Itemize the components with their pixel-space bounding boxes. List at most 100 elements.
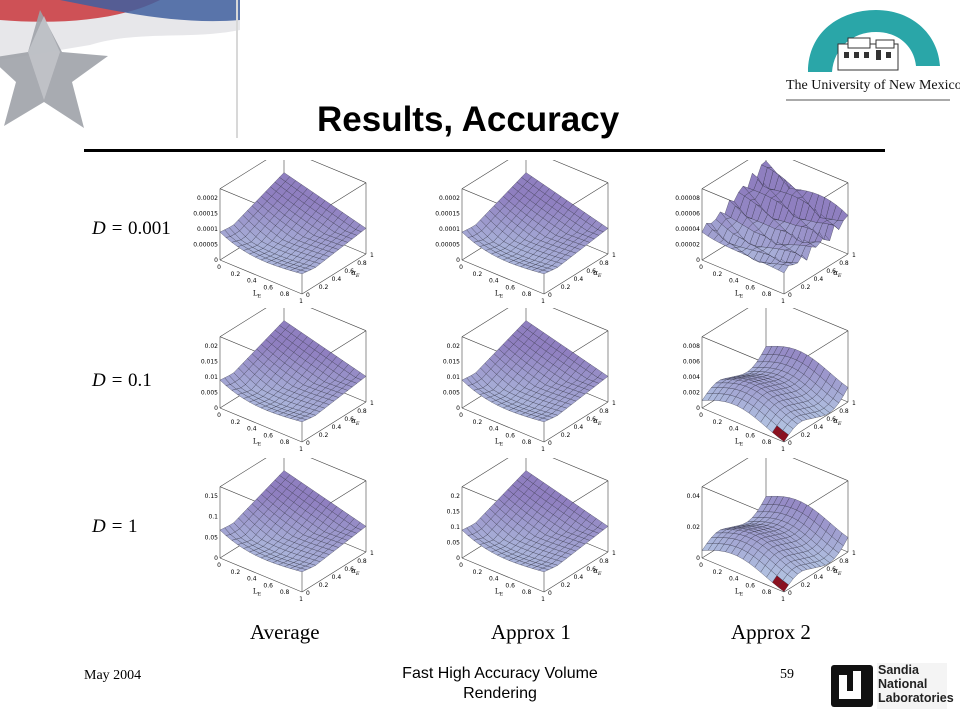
x-tick-label: 0.8 xyxy=(280,439,290,446)
row-label-prefix: D = xyxy=(92,218,129,239)
plot-box-edge xyxy=(701,458,749,487)
x-tick-label: 0.2 xyxy=(713,419,723,426)
plot-box-edge xyxy=(543,253,609,295)
z-tick-label: 0.004 xyxy=(683,374,700,381)
z-tick-label: 0 xyxy=(456,405,460,412)
plot-box-edge xyxy=(219,458,267,487)
footer-date: May 2004 xyxy=(84,668,142,683)
x-tick-label: 0.8 xyxy=(762,589,772,596)
plot-box-edge xyxy=(701,259,785,295)
z-tick-label: 0.015 xyxy=(443,359,460,366)
plot-box-edge xyxy=(461,160,509,189)
plot-box-edge xyxy=(783,253,849,295)
z-tick-label: 0.005 xyxy=(443,390,460,397)
plot-box-edge xyxy=(461,407,545,443)
x-tick-label: 0.6 xyxy=(505,432,515,439)
plot-box-edge xyxy=(219,407,303,443)
y-tick-label: 1 xyxy=(852,550,856,557)
z-tick-label: 0 xyxy=(456,257,460,264)
y-tick-label: 0.8 xyxy=(357,558,367,565)
y-tick-label: 0.6 xyxy=(586,268,596,275)
z-tick-label: 0.00005 xyxy=(193,242,218,249)
x-tick-label: 0.4 xyxy=(489,278,499,285)
x-tick-label: 0.8 xyxy=(280,291,290,298)
z-tick-label: 0.1 xyxy=(450,524,460,531)
surface-patch xyxy=(219,229,231,238)
x-tick-label: 1 xyxy=(299,596,303,603)
sandia-line: Sandia xyxy=(878,663,919,677)
x-axis-label: LE xyxy=(253,587,262,597)
y-tick-label: 0.2 xyxy=(319,432,329,439)
row-label-value: 1 xyxy=(128,516,138,537)
z-tick-label: 0.006 xyxy=(683,359,700,366)
y-tick-label: 0.6 xyxy=(344,268,354,275)
x-tick-label: 1 xyxy=(541,446,545,453)
x-tick-label: 0.2 xyxy=(473,569,483,576)
y-tick-label: 0.8 xyxy=(599,408,609,415)
x-tick-label: 0.2 xyxy=(231,419,241,426)
x-tick-label: 0 xyxy=(217,264,221,271)
university-name: The University of New Mexico xyxy=(786,78,960,93)
slide-title: Results, Accuracy xyxy=(317,100,620,139)
z-tick-label: 0 xyxy=(214,555,218,562)
plot-box-edge xyxy=(543,401,609,443)
y-axis-label: αE xyxy=(833,269,842,279)
plot-box-edge xyxy=(310,160,367,183)
y-tick-label: 0 xyxy=(788,440,792,447)
y-tick-label: 0 xyxy=(788,292,792,299)
x-tick-label: 0.4 xyxy=(247,278,257,285)
x-axis-label: LE xyxy=(253,289,262,299)
page-number: 59 xyxy=(780,667,794,682)
y-axis-label: αE xyxy=(351,567,360,577)
x-tick-label: 0.8 xyxy=(522,291,532,298)
z-tick-label: 0.02 xyxy=(687,524,701,531)
sandia-line: Laboratories xyxy=(878,691,954,705)
x-tick-label: 1 xyxy=(299,298,303,305)
z-tick-label: 0.1 xyxy=(208,514,218,521)
y-tick-label: 0.4 xyxy=(332,424,342,431)
plot-box-edge xyxy=(701,407,785,443)
row-label-d-0001: D = 0.001 xyxy=(92,218,171,240)
z-tick-label: 0.002 xyxy=(683,390,700,397)
y-tick-label: 0 xyxy=(306,440,310,447)
x-axis-label: LE xyxy=(735,587,744,597)
plot-box-edge xyxy=(783,401,849,443)
z-tick-label: 0.008 xyxy=(683,343,700,350)
x-tick-label: 1 xyxy=(781,596,785,603)
z-tick-label: 0.01 xyxy=(205,374,219,381)
x-tick-label: 0.2 xyxy=(231,569,241,576)
row-label-d-1: D = 1 xyxy=(92,516,138,538)
header-divider xyxy=(236,0,238,138)
x-axis-label: LE xyxy=(495,587,504,597)
x-axis-label: LE xyxy=(253,437,262,447)
z-tick-label: 0 xyxy=(214,405,218,412)
y-tick-label: 0.4 xyxy=(332,276,342,283)
y-tick-label: 0 xyxy=(548,590,552,597)
footer-title: Fast High Accuracy Volume Rendering xyxy=(402,665,598,702)
y-tick-label: 0.6 xyxy=(826,416,836,423)
y-tick-label: 0.4 xyxy=(332,574,342,581)
y-tick-label: 0.2 xyxy=(319,284,329,291)
plot-box-edge xyxy=(552,308,609,331)
x-tick-label: 0 xyxy=(459,412,463,419)
title-underline xyxy=(84,149,885,152)
x-tick-label: 0.6 xyxy=(745,432,755,439)
y-tick-label: 0.6 xyxy=(826,566,836,573)
x-tick-label: 0.4 xyxy=(247,576,257,583)
plot-box-edge xyxy=(792,160,849,183)
z-tick-label: 0.00005 xyxy=(435,242,460,249)
surface-plot-svg: 0.040.02000.20.40.60.8110.80.60.40.20LEα… xyxy=(687,458,856,603)
x-axis-label: LE xyxy=(495,437,504,447)
plot-box-edge xyxy=(219,557,303,593)
y-tick-label: 0.2 xyxy=(801,432,811,439)
x-tick-label: 0.2 xyxy=(473,419,483,426)
z-tick-label: 0.05 xyxy=(205,534,219,541)
plot-box-edge xyxy=(310,308,367,331)
x-tick-label: 0.4 xyxy=(729,576,739,583)
plot-box-edge xyxy=(792,308,849,331)
y-tick-label: 0.2 xyxy=(319,582,329,589)
plot-box-edge xyxy=(310,458,367,481)
plot-box-edge xyxy=(461,308,509,337)
plot-box-edge xyxy=(701,308,749,337)
z-tick-label: 0.02 xyxy=(447,343,461,350)
